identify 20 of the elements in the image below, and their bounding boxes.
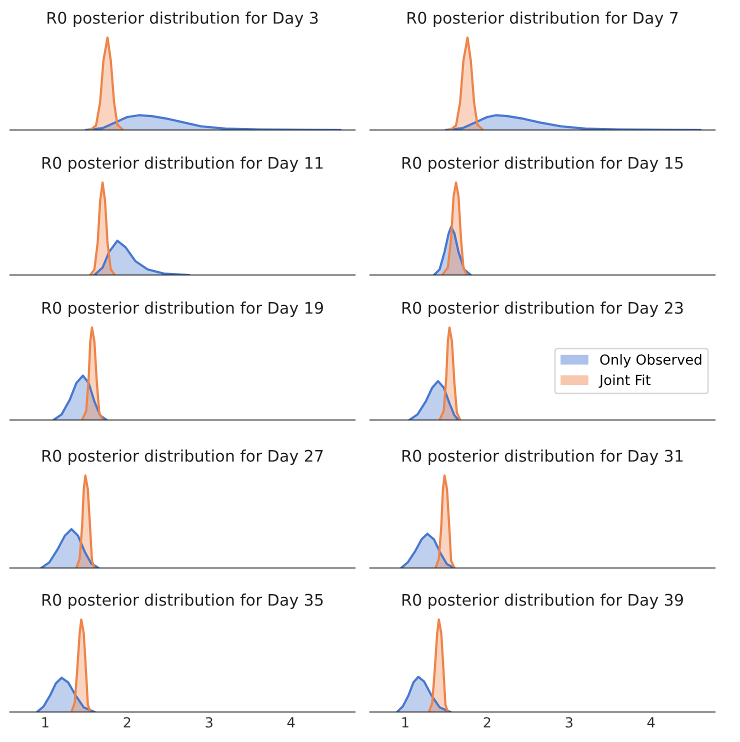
x-tick-label: 4 xyxy=(647,717,655,728)
chart-title: R0 posterior distribution for Day 7 xyxy=(408,12,678,27)
x-tick-label: 4 xyxy=(287,717,295,728)
x-tick-label: 3 xyxy=(566,717,572,728)
chart-title: R0 posterior distribution for Day 11 xyxy=(42,156,323,172)
x-tick-label: 2 xyxy=(124,717,130,728)
x-tick-label: 1 xyxy=(42,717,48,728)
chart-title: R0 posterior distribution for Day 31 xyxy=(402,450,683,465)
legend-label: Only Observed xyxy=(600,354,702,368)
legend-label: Joint Fit xyxy=(598,374,651,388)
x-tick-label: 3 xyxy=(206,717,212,728)
chart-title: R0 posterior distribution for Day 15 xyxy=(402,156,683,172)
chart-title: R0 posterior distribution for Day 39 xyxy=(402,594,683,609)
chart-title: R0 posterior distribution for Day 19 xyxy=(42,302,323,317)
x-tick-label: 2 xyxy=(484,717,490,728)
chart-title: R0 posterior distribution for Day 35 xyxy=(42,594,323,609)
chart-title: R0 posterior distribution for Day 3 xyxy=(48,12,318,27)
x-tick-label: 1 xyxy=(402,717,408,728)
chart-title: R0 posterior distribution for Day 23 xyxy=(402,302,683,317)
chart-title: R0 posterior distribution for Day 27 xyxy=(42,450,323,465)
